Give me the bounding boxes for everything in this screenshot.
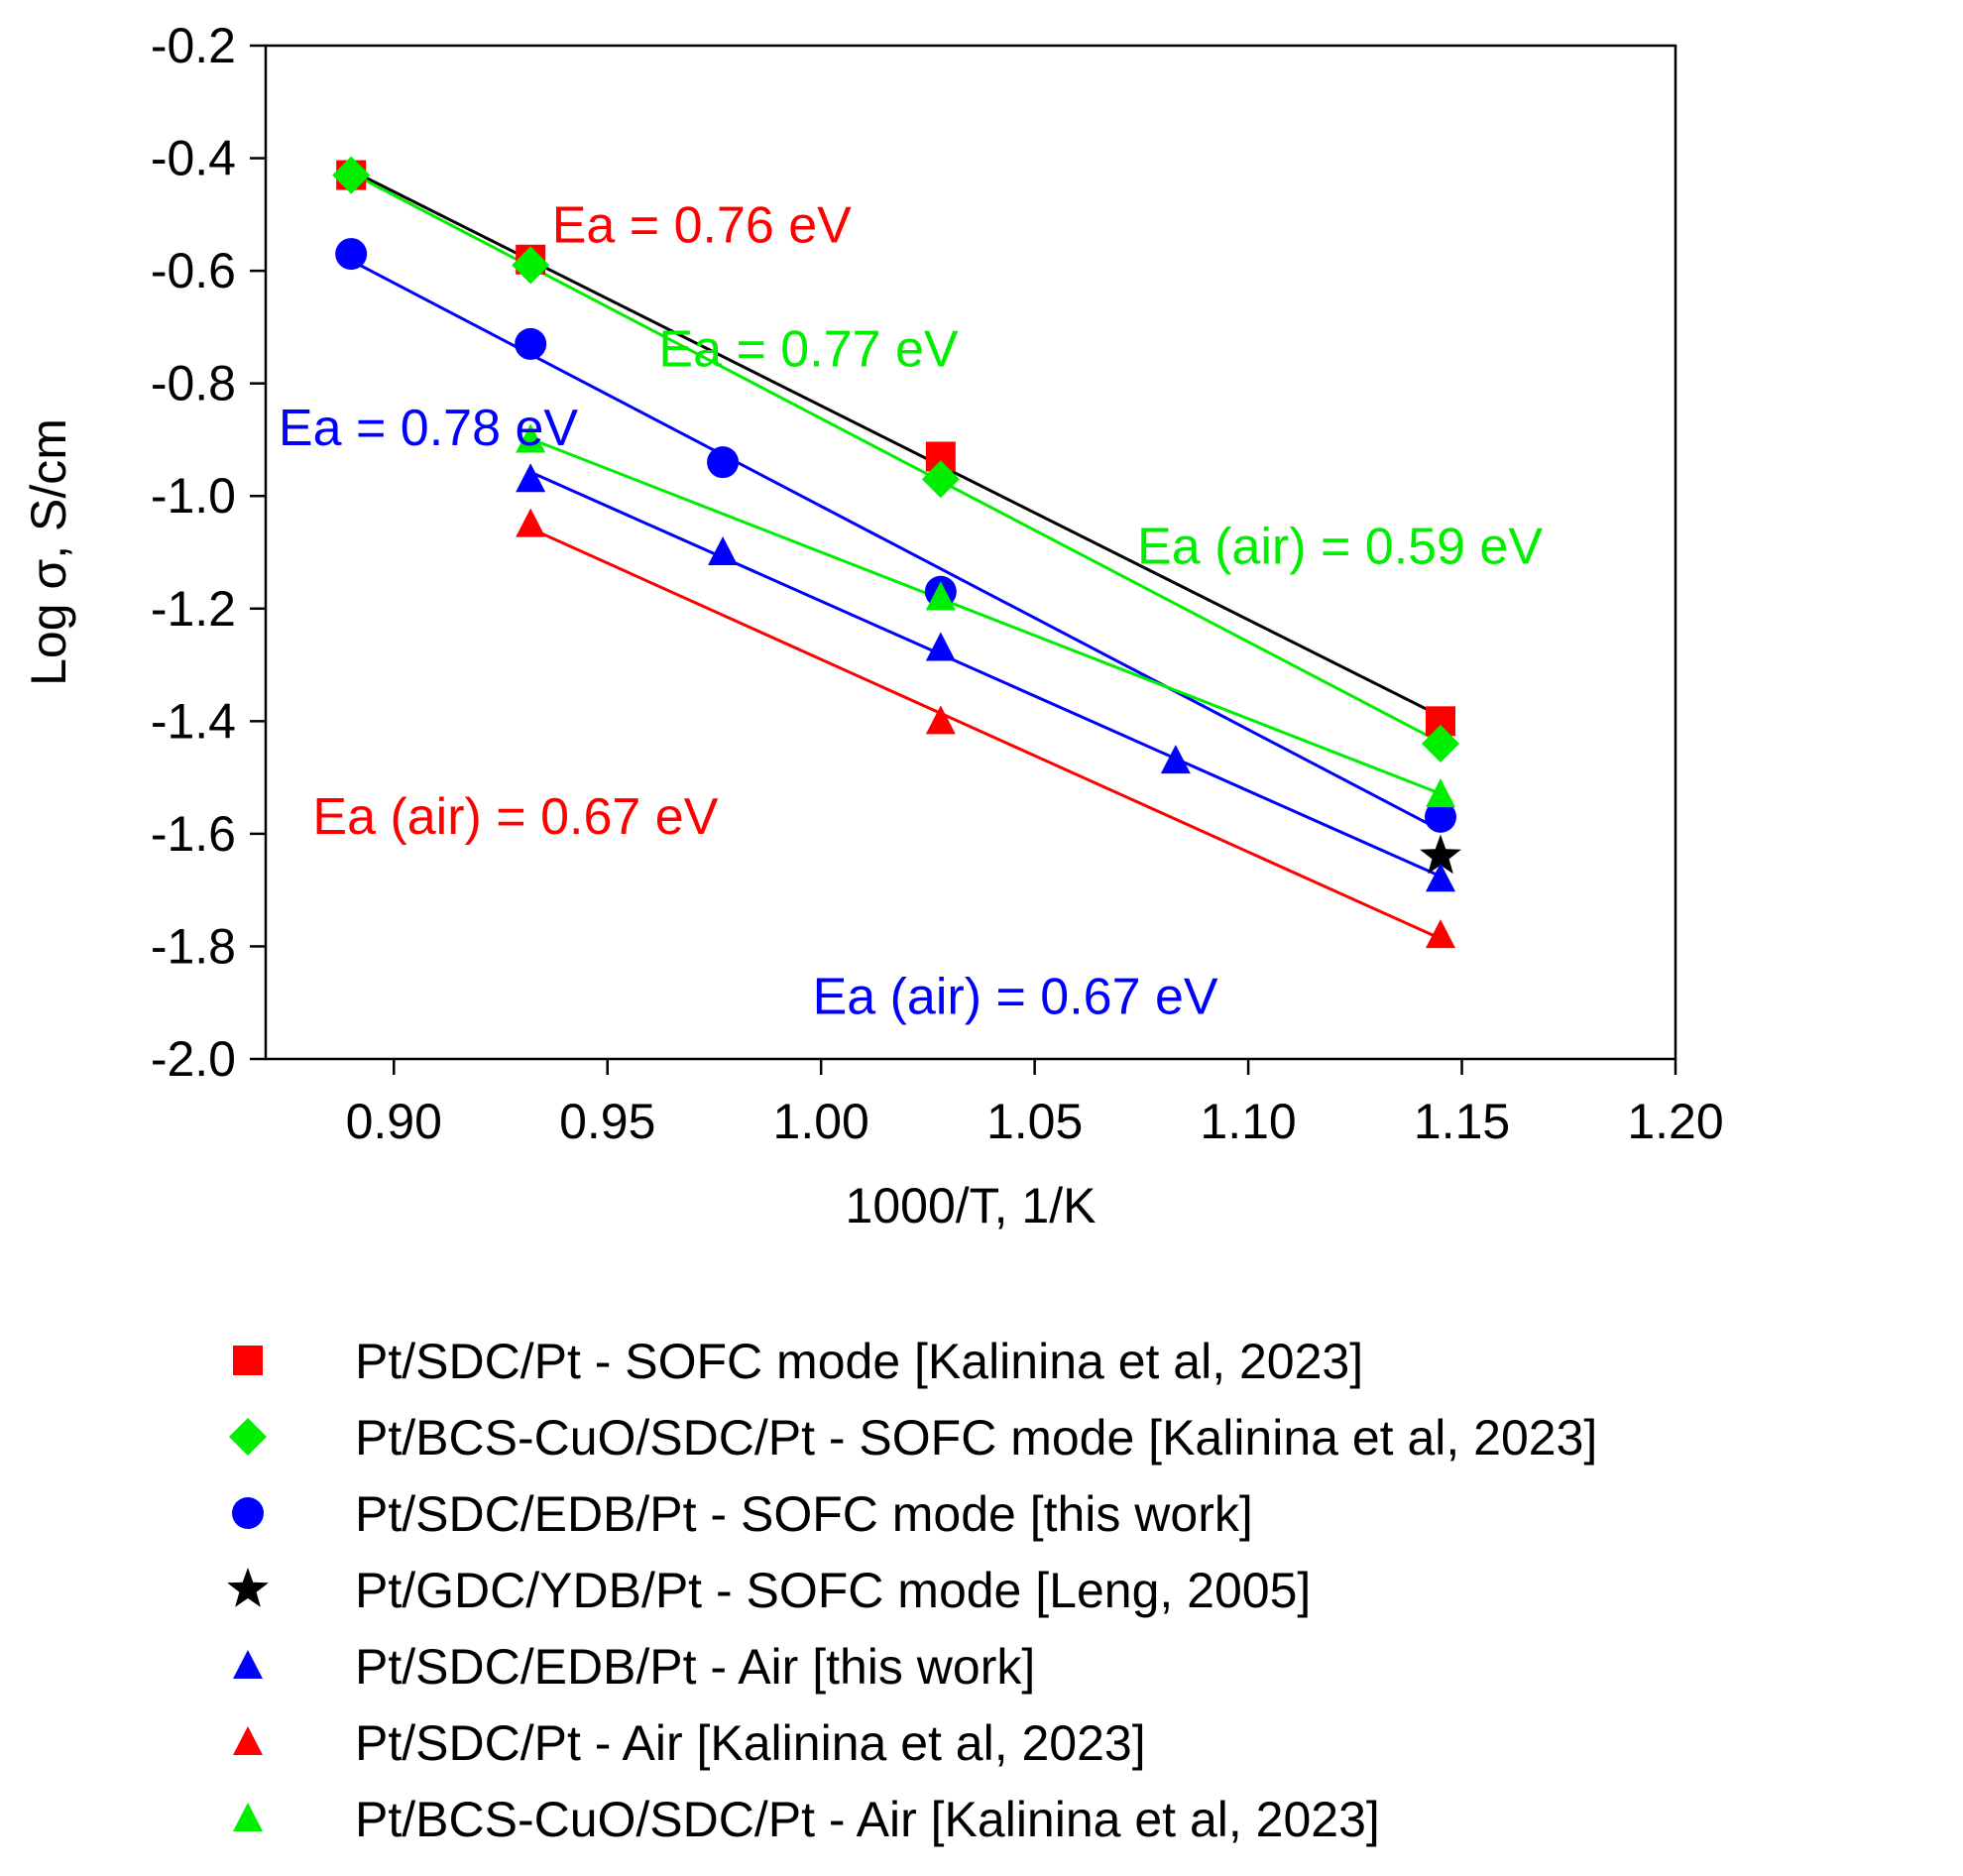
triangle-marker [233,1650,263,1679]
x-tick-label: 1.00 [773,1094,869,1149]
x-tick-label: 0.95 [559,1094,655,1149]
triangle-marker [516,463,546,493]
ea-annotation: Ea = 0.77 eV [658,321,958,379]
y-tick-label: -1.0 [151,468,236,524]
diamond-marker [921,460,960,499]
y-tick-label: -1.8 [151,918,236,974]
ea-annotation: Ea (air) = 0.67 eV [813,969,1218,1026]
triangle-marker [1426,919,1455,949]
y-tick-label: -0.8 [151,356,236,411]
ea-annotation: Ea (air) = 0.67 eV [312,788,718,846]
fit-line [529,437,1442,795]
y-tick-label: -1.2 [151,581,236,637]
y-tick-label: -1.4 [151,693,236,749]
triangle-marker [925,705,956,735]
data-markers [332,156,1461,949]
ea-annotation: Ea = 0.78 eV [279,400,578,457]
x-tick-label: 1.15 [1414,1094,1510,1149]
y-tick-label: -2.0 [151,1031,236,1087]
diamond-marker [229,1418,267,1456]
legend-item: Pt/BCS-CuO/SDC/Pt - SOFC mode [Kalinina … [229,1410,1597,1466]
axes: 0.90 0.95 1.00 1.05 1.10 1.15 1.20 -2.0 -1.8 -1.6… [21,18,1724,1233]
triangle-marker [708,536,739,565]
legend-item: Pt/SDC/Pt - SOFC mode [Kalinina et al, 2… [233,1334,1363,1389]
square-marker [233,1346,263,1375]
y-tick-label: -0.2 [151,18,236,73]
legend-label: Pt/BCS-CuO/SDC/Pt - SOFC mode [Kalinina … [355,1410,1597,1466]
ea-annotation: Ea = 0.76 eV [552,197,852,255]
circle-marker [335,238,368,271]
legend-item: Pt/GDC/YDB/Pt - SOFC mode [Leng, 2005] [227,1563,1311,1618]
legend: Pt/SDC/Pt - SOFC mode [Kalinina et al, 2… [227,1334,1597,1847]
triangle-marker [233,1726,263,1755]
triangle-marker [233,1803,263,1831]
fit-line [350,172,1442,745]
diamond-marker [1422,725,1459,763]
fit-line [529,527,1442,941]
legend-item: Pt/SDC/EDB/Pt - SOFC mode [this work] [232,1486,1253,1542]
legend-label: Pt/SDC/EDB/Pt - SOFC mode [this work] [355,1486,1253,1542]
triangle-marker [925,581,956,611]
legend-item: Pt/SDC/Pt - Air [Kalinina et al, 2023] [233,1715,1146,1771]
triangle-marker [1160,745,1191,774]
legend-item: Pt/BCS-CuO/SDC/Pt - Air [Kalinina et al,… [233,1792,1380,1847]
annotations: Ea = 0.76 eV Ea = 0.77 eV Ea = 0.78 eV Ea (… [279,197,1543,1026]
x-axis-title: 1000/T, 1/K [846,1178,1097,1233]
star-marker [1420,834,1461,875]
y-tick-label: -0.6 [151,243,236,298]
circle-marker [1425,800,1456,833]
circle-marker [232,1497,264,1529]
circle-marker [707,446,740,479]
diamond-marker [332,156,371,194]
circle-marker [515,327,547,360]
triangle-marker [925,632,956,661]
x-tick-label: 1.10 [1200,1094,1296,1149]
plot-frame [264,44,1677,1061]
diamond-marker [512,246,550,285]
triangle-marker [1426,863,1455,892]
y-tick-label: -0.4 [151,131,236,186]
legend-label: Pt/BCS-CuO/SDC/Pt - Air [Kalinina et al,… [355,1792,1380,1847]
triangle-marker [516,423,546,453]
triangle-marker [516,508,546,537]
y-tick-label: -1.6 [151,806,236,862]
legend-item: Pt/SDC/EDB/Pt - Air [this work] [233,1639,1035,1695]
x-tick-label: 0.90 [346,1094,442,1149]
fit-line [529,470,1442,879]
star-marker [227,1568,269,1607]
triangle-marker [1426,778,1455,808]
ea-annotation: Ea (air) = 0.59 eV [1137,518,1543,575]
legend-label: Pt/SDC/EDB/Pt - Air [this work] [355,1639,1035,1695]
x-tick-label: 1.20 [1627,1094,1723,1149]
x-tick-label: 1.05 [986,1094,1083,1149]
y-axis-title: Log σ, S/cm [21,418,76,686]
legend-label: Pt/GDC/YDB/Pt - SOFC mode [Leng, 2005] [355,1563,1311,1618]
legend-label: Pt/SDC/Pt - Air [Kalinina et al, 2023] [355,1715,1146,1771]
legend-label: Pt/SDC/Pt - SOFC mode [Kalinina et al, 2… [355,1334,1363,1389]
